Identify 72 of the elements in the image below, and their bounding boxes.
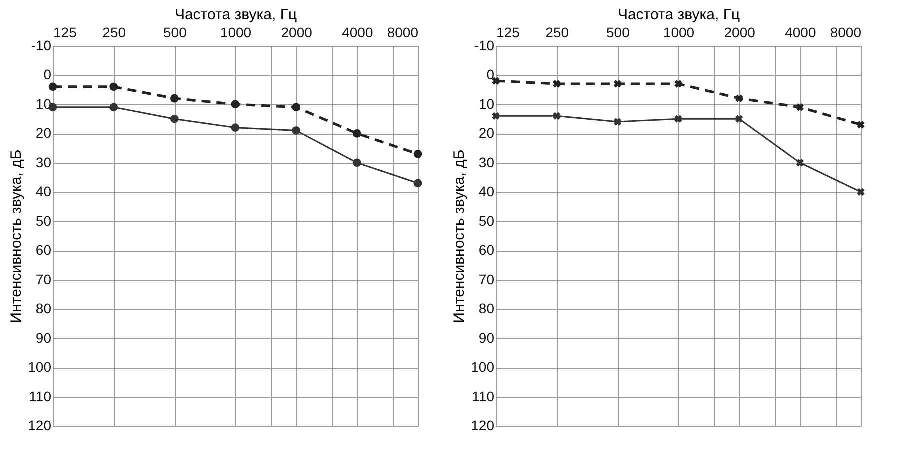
- x-tick-label: 1000: [220, 24, 252, 40]
- point: [110, 103, 118, 112]
- y-tick-label: 0: [486, 66, 495, 83]
- x-tick-label: 2000: [281, 24, 313, 40]
- point: [614, 118, 622, 126]
- point: [170, 94, 179, 103]
- y-axis-title: Интенсивность звука, дБ: [451, 150, 468, 324]
- y-tick-label: 100: [471, 359, 495, 376]
- point: [553, 80, 561, 88]
- y-tick-label: 110: [472, 388, 495, 404]
- y-tick-label: 30: [478, 154, 495, 170]
- point: [857, 121, 865, 129]
- y-tick-label: -10: [474, 38, 495, 54]
- x-axis-title: Частота звука, Гц: [174, 6, 298, 24]
- y-tick-label: 20: [478, 125, 495, 142]
- y-tick-label: 100: [28, 359, 52, 376]
- point: [352, 158, 362, 168]
- point: [231, 124, 240, 132]
- y-tick-label: 110: [29, 388, 52, 404]
- point: [110, 82, 118, 92]
- point: [674, 80, 682, 88]
- x-axis-title: Частота звука, Гц: [618, 6, 740, 24]
- x-tick-label: 2000: [724, 24, 756, 40]
- y-tick-label: -10: [31, 38, 52, 54]
- y-tick-label: 0: [44, 66, 52, 83]
- point: [170, 114, 179, 124]
- point: [292, 126, 301, 135]
- x-tick-label: 125: [54, 24, 78, 40]
- x-tick-label: 8000: [830, 24, 862, 40]
- x-tick-label: 250: [546, 24, 570, 40]
- y-tick-label: 40: [478, 184, 495, 200]
- point: [492, 112, 500, 120]
- x-tick-label: 1000: [663, 24, 695, 40]
- y-tick-label: 120: [28, 418, 52, 434]
- y-tick-label: 60: [36, 242, 52, 258]
- y-tick-label: 80: [36, 300, 52, 317]
- x-tick-label: 4000: [342, 24, 374, 40]
- point: [352, 130, 362, 138]
- y-tick-label: 60: [478, 242, 495, 258]
- y-tick-label: 50: [478, 212, 495, 229]
- y-axis-title: Интенсивность звука, дБ: [8, 150, 26, 324]
- y-tick-label: 80: [478, 300, 495, 317]
- y-tick-label: 20: [36, 125, 52, 142]
- x-tick-label: 8000: [387, 24, 419, 40]
- y-tick-label: 10: [478, 96, 495, 112]
- y-tick-label: 40: [36, 184, 52, 200]
- point: [796, 104, 804, 112]
- x-tick-label: 4000: [785, 24, 816, 40]
- point: [231, 100, 240, 109]
- point: [553, 112, 561, 120]
- point: [48, 82, 58, 92]
- y-tick-label: 70: [478, 271, 495, 288]
- y-tick-label: 30: [36, 154, 52, 170]
- point: [614, 80, 622, 88]
- point: [674, 115, 682, 123]
- y-tick-label: 90: [478, 330, 495, 346]
- x-tick-label: 500: [606, 24, 630, 40]
- point: [292, 103, 301, 112]
- y-tick-label: 90: [36, 330, 52, 346]
- x-tick-label: 250: [102, 24, 126, 40]
- y-tick-label: 120: [471, 418, 495, 434]
- point: [736, 115, 744, 123]
- x-tick-label: 500: [163, 24, 188, 40]
- point: [414, 150, 422, 158]
- point: [857, 188, 865, 196]
- y-tick-label: 70: [36, 271, 52, 288]
- point: [492, 77, 500, 85]
- y-tick-label: 50: [36, 212, 52, 229]
- point: [796, 159, 804, 167]
- point: [736, 94, 744, 102]
- x-tick-label: 125: [496, 24, 520, 40]
- point: [414, 179, 422, 188]
